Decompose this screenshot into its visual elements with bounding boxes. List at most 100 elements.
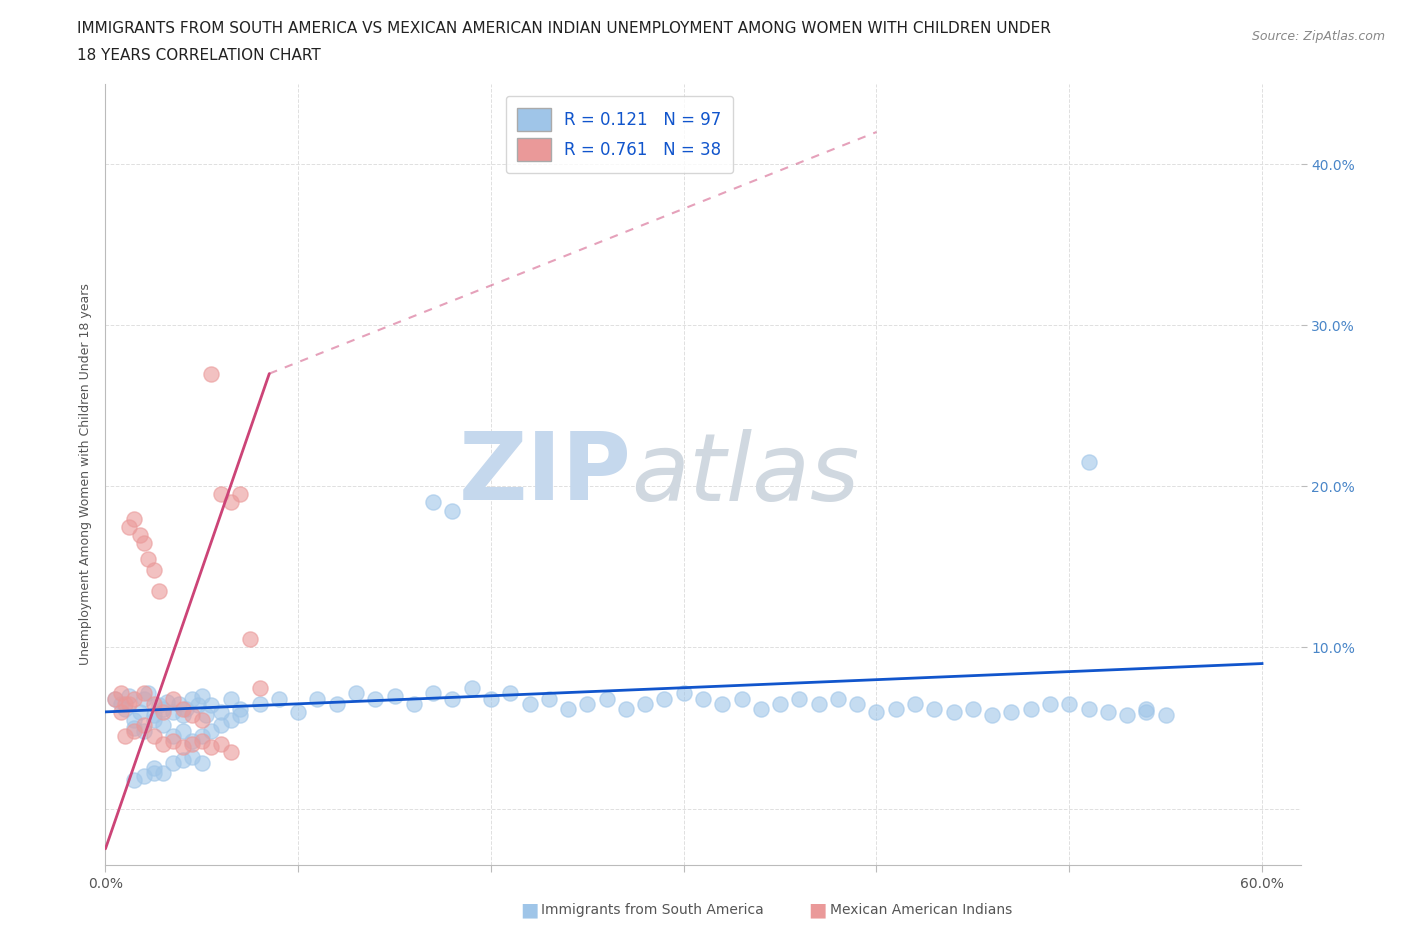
Point [129, 527, 152, 542]
Point [172, 701, 194, 716]
Point [142, 761, 165, 776]
Point [191, 756, 214, 771]
Point [110, 685, 132, 700]
Point [1077, 701, 1099, 716]
Point [576, 697, 599, 711]
Point [181, 708, 204, 723]
Point [142, 563, 165, 578]
Point [187, 698, 209, 713]
Point [769, 697, 792, 711]
Point [981, 708, 1004, 723]
Point [209, 717, 232, 732]
Point [402, 697, 425, 711]
Text: ■: ■ [520, 900, 538, 919]
Point [209, 487, 232, 502]
Point [142, 697, 165, 711]
Point [1116, 708, 1139, 723]
Point [162, 704, 184, 719]
Point [827, 692, 849, 707]
Point [422, 495, 444, 510]
Point [884, 701, 907, 716]
Point [110, 704, 132, 719]
Point [152, 765, 174, 780]
Point [730, 692, 752, 707]
Point [711, 697, 734, 711]
Point [172, 740, 194, 755]
Point [129, 704, 152, 719]
Text: 18 YEARS CORRELATION CHART: 18 YEARS CORRELATION CHART [77, 48, 321, 63]
Legend: R = 0.121   N = 97, R = 0.761   N = 38: R = 0.121 N = 97, R = 0.761 N = 38 [506, 96, 733, 173]
Point [124, 772, 146, 787]
Point [114, 728, 136, 743]
Point [364, 692, 387, 707]
Point [114, 701, 136, 716]
Point [181, 734, 204, 749]
Point [132, 692, 155, 707]
Point [692, 692, 714, 707]
Point [136, 685, 159, 700]
Point [191, 728, 214, 743]
Point [422, 685, 444, 700]
Point [962, 701, 984, 716]
Point [634, 697, 657, 711]
Point [287, 704, 309, 719]
Point [132, 724, 155, 738]
Point [124, 721, 146, 736]
Point [124, 712, 146, 727]
Point [219, 712, 242, 727]
Point [152, 701, 174, 716]
Point [1135, 701, 1157, 716]
Point [191, 712, 214, 727]
Point [162, 756, 184, 771]
Point [326, 697, 349, 711]
Point [595, 692, 617, 707]
Point [162, 734, 184, 749]
Point [132, 769, 155, 784]
Point [307, 692, 329, 707]
Point [162, 728, 184, 743]
Text: Immigrants from South America: Immigrants from South America [541, 902, 763, 917]
Point [519, 697, 541, 711]
Point [142, 712, 165, 727]
Point [124, 692, 146, 707]
Point [200, 698, 222, 713]
Point [104, 692, 127, 707]
Point [152, 704, 174, 719]
Point [132, 536, 155, 551]
Point [441, 503, 464, 518]
Point [142, 728, 165, 743]
Point [156, 695, 179, 710]
Point [181, 737, 204, 751]
Point [162, 692, 184, 707]
Point [749, 701, 772, 716]
Point [200, 740, 222, 755]
Point [1019, 701, 1042, 716]
Point [148, 698, 170, 713]
Text: atlas: atlas [631, 429, 859, 520]
Point [172, 752, 194, 767]
Point [181, 750, 204, 764]
Point [846, 697, 869, 711]
Point [344, 685, 367, 700]
Point [789, 692, 811, 707]
Point [132, 717, 155, 732]
Point [117, 688, 139, 703]
Point [249, 680, 271, 695]
Point [614, 701, 637, 716]
Point [124, 512, 146, 526]
Point [267, 692, 290, 707]
Point [924, 701, 946, 716]
Point [191, 688, 214, 703]
Point [219, 745, 242, 760]
Point [807, 697, 830, 711]
Point [142, 708, 165, 723]
Point [499, 685, 522, 700]
Point [142, 765, 165, 780]
Text: ■: ■ [808, 900, 827, 919]
Point [191, 734, 214, 749]
Point [209, 737, 232, 751]
Point [136, 551, 159, 566]
Text: ZIP: ZIP [458, 429, 631, 520]
Point [200, 724, 222, 738]
Point [384, 688, 406, 703]
